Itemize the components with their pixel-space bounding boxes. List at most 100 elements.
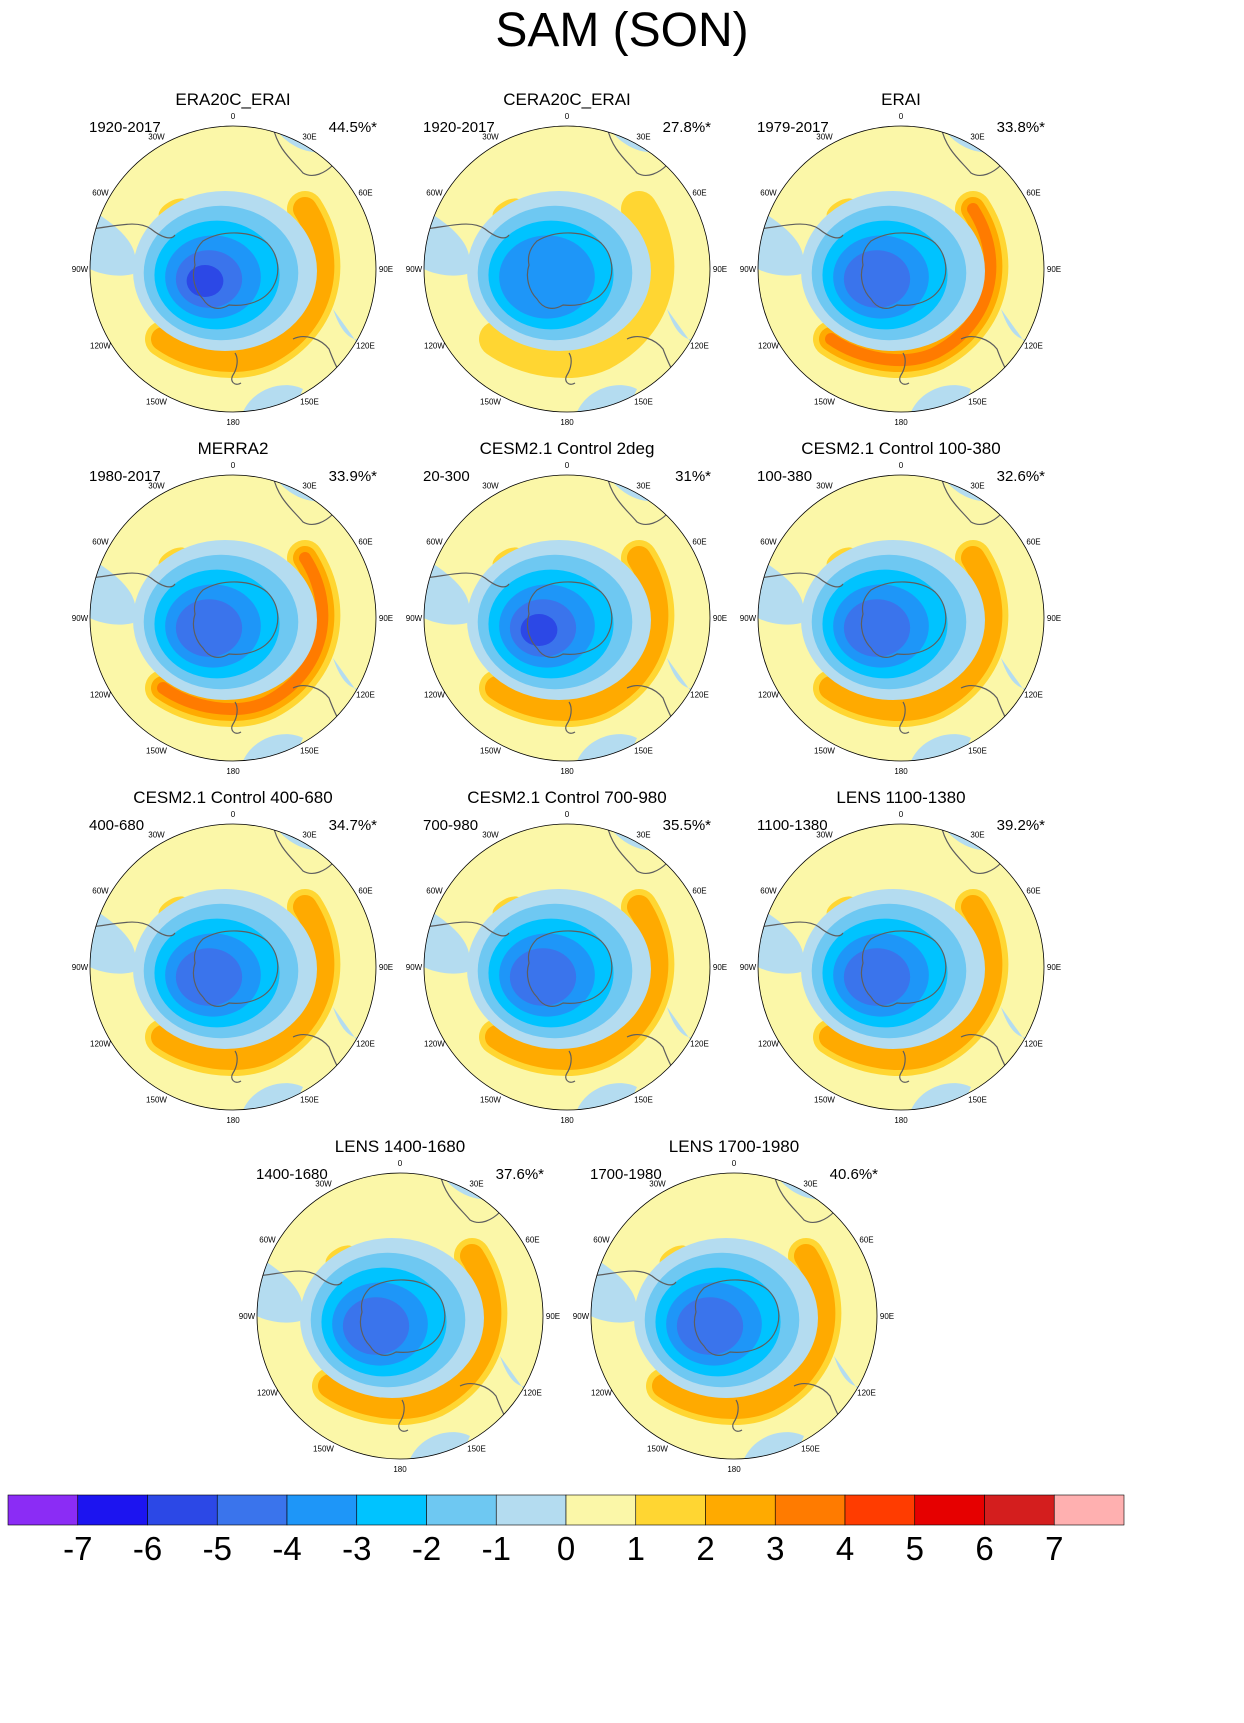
colorbar-label: 4 [836,1530,854,1567]
longitude-label: 150W [814,398,835,407]
panel-period: 1920-2017 [89,119,161,136]
positive-anomaly-band [652,1244,836,1420]
positive-anomaly-band [485,546,669,722]
longitude-label: 0 [732,1159,737,1168]
colorbar-swatch [565,1494,637,1526]
coastline [591,1270,677,1286]
coastline [231,352,242,385]
longitude-label: 90W [72,614,89,623]
outer-negative-patch [90,558,136,625]
map-border [423,474,711,762]
longitude-label: 30E [636,830,650,839]
longitude-label: 150E [467,1445,486,1454]
negative-anomaly-contour [676,1297,744,1355]
longitude-label: 90E [713,265,727,274]
longitude-label: 30E [636,481,650,490]
antarctica-outline [693,1279,780,1356]
longitude-label: 30W [148,132,165,141]
coastline [272,475,334,526]
map-border [89,823,377,1111]
colorbar-swatch [844,1494,916,1526]
panel-title: CESM2.1 Control 400-680 [133,788,332,807]
coastline [90,921,176,937]
colorbar: -7 -6 -5 -4 -3 -2 -1 0 1 2 3 4 5 6 7 [7,1494,1125,1567]
longitude-label: 180 [560,418,574,427]
map-border [423,125,711,413]
positive-anomaly-band [479,191,675,379]
longitude-label: 60W [593,1236,610,1245]
longitude-label: 120E [690,342,709,351]
positive-anomaly-band [151,895,335,1071]
panel-grid: ERA20C_ERAI 1920-2017 44.5%* 0 30E 60E 90E 120E… [72,90,1061,1474]
colorbar-swatch [495,1494,567,1526]
coastline [758,223,844,239]
panel-title: CESM2.1 Control 700-980 [467,788,666,807]
outer-negative-patch [424,209,470,276]
map-border [89,474,377,762]
coastline [773,1173,835,1224]
longitude-label: 60W [760,887,777,896]
longitude-label: 90W [740,614,757,623]
longitude-label: 180 [727,1465,741,1474]
panel-variance: 39.2%* [997,817,1046,834]
longitude-label: 0 [231,810,236,819]
longitude-label: 180 [393,1465,407,1474]
polar-map [257,1173,543,1459]
panel-period: 1400-1680 [256,1166,328,1183]
colorbar-label: -5 [203,1530,232,1567]
coastline [758,921,844,937]
longitude-label: 0 [565,112,570,121]
coastline [424,572,510,588]
panel: CESM2.1 Control 2deg 20-300 31%* 0 30E 60E 90E… [406,439,727,776]
longitude-label: 60E [692,538,706,547]
panel-period: 1700-1980 [590,1166,662,1183]
longitude-label: 60W [760,189,777,198]
longitude-label: 30W [816,830,833,839]
longitude-label: 60W [426,887,443,896]
longitude-label: 90W [740,963,757,972]
panel: CERA20C_ERAI 1920-2017 27.8%* 0 30E 60E 90E 120… [406,90,727,427]
antarctica-outline [526,581,613,658]
longitude-label: 90W [239,1312,256,1321]
longitude-label: 120E [523,1389,542,1398]
longitude-label: 150E [968,1096,987,1105]
panel-variance: 31%* [675,468,711,485]
panel-title: LENS 1400-1680 [335,1137,465,1156]
longitude-label: 60W [92,189,109,198]
longitude-label: 0 [231,461,236,470]
map-border [256,1172,544,1460]
longitude-label: 30W [482,830,499,839]
longitude-label: 90W [740,265,757,274]
longitude-label: 120E [1024,342,1043,351]
longitude-label: 90W [573,1312,590,1321]
longitude-label: 150E [634,747,653,756]
polar-map [424,126,710,412]
longitude-label: 90E [1047,614,1061,623]
panel-title: ERAI [881,90,921,109]
colorbar-label: 5 [906,1530,924,1567]
coastline [940,475,1002,526]
map-border [89,125,377,413]
negative-anomaly-contour [175,599,243,657]
colorbar-label: 3 [766,1530,784,1567]
outer-negative-patch [758,558,804,625]
polar-map [424,824,710,1110]
negative-anomaly-contour [843,948,911,1006]
coastline [565,701,576,734]
colorbar-label: 0 [557,1530,575,1567]
longitude-label: 90W [72,265,89,274]
polar-map [758,126,1044,412]
panel-variance: 34.7%* [329,817,378,834]
longitude-label: 120W [591,1389,612,1398]
colorbar-label: -7 [63,1530,92,1567]
map-border [423,823,711,1111]
longitude-label: 0 [565,461,570,470]
longitude-label: 60E [859,1236,873,1245]
polar-map [424,475,710,761]
polar-map [758,824,1044,1110]
antarctica-outline [860,930,947,1007]
longitude-label: 0 [899,461,904,470]
longitude-label: 150E [300,747,319,756]
polar-map [591,1173,877,1459]
panel-title: CESM2.1 Control 2deg [480,439,655,458]
